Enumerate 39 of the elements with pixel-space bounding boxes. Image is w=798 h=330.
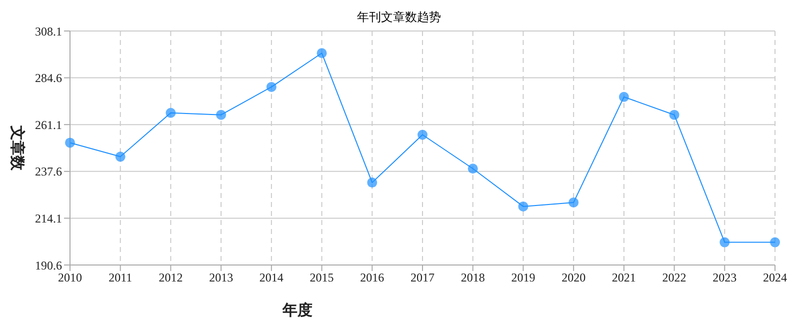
x-tick-label: 2013 bbox=[209, 270, 234, 285]
y-tick-label: 237.6 bbox=[35, 164, 62, 179]
x-tick-label: 2019 bbox=[511, 270, 536, 285]
y-tick-label: 308.1 bbox=[35, 24, 62, 38]
y-tick-label: 284.6 bbox=[35, 71, 62, 86]
y-tick-label: 261.1 bbox=[35, 118, 62, 132]
y-tick-label: 214.1 bbox=[35, 211, 62, 226]
y-tick-label: 190.6 bbox=[35, 258, 62, 272]
chart-title: 年刊文章数趋势 bbox=[356, 9, 442, 26]
x-tick-label: 2021 bbox=[612, 270, 636, 285]
point bbox=[618, 92, 629, 102]
x-tick-label: 2024 bbox=[763, 270, 787, 285]
x-tick-label: 2011 bbox=[108, 270, 132, 285]
x-tick-label: 2020 bbox=[562, 270, 586, 285]
point bbox=[115, 152, 126, 162]
x-tick-label: 2012 bbox=[158, 270, 183, 285]
point bbox=[266, 82, 276, 92]
x-tick-label: 2015 bbox=[310, 270, 334, 285]
x-tick-label: 2014 bbox=[259, 270, 284, 285]
point bbox=[65, 138, 75, 148]
point bbox=[418, 130, 428, 140]
x-tick-label: 2010 bbox=[58, 270, 82, 285]
point bbox=[669, 110, 680, 120]
point bbox=[166, 108, 176, 118]
x-axis-title: 年度 bbox=[282, 301, 312, 319]
point bbox=[468, 164, 478, 174]
point bbox=[568, 197, 579, 208]
x-tick-label: 2022 bbox=[662, 270, 686, 285]
x-tick-label: 2023 bbox=[712, 270, 737, 285]
point bbox=[770, 237, 780, 248]
x-tick-label: 2018 bbox=[460, 270, 485, 285]
point bbox=[720, 237, 730, 248]
point bbox=[216, 110, 226, 120]
point bbox=[316, 48, 327, 58]
x-tick-label: 2017 bbox=[410, 270, 434, 285]
point bbox=[367, 178, 378, 188]
point bbox=[518, 201, 528, 212]
y-axis-title: 文章数 bbox=[8, 124, 27, 172]
x-tick-label: 2016 bbox=[360, 270, 384, 285]
